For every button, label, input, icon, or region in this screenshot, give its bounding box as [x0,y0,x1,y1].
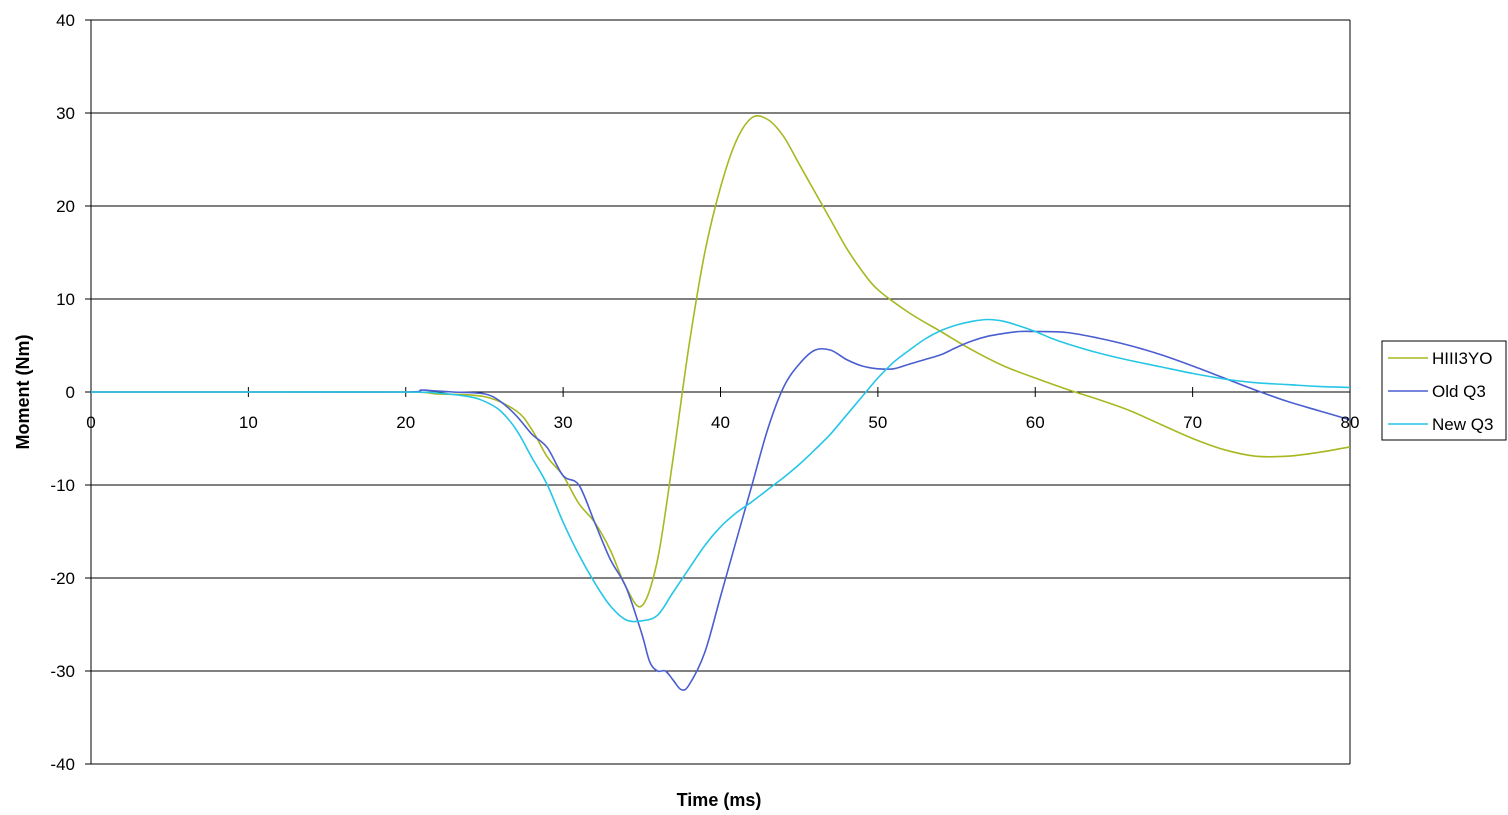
y-tick-label: 30 [56,104,75,123]
x-tick-label: 0 [86,413,95,432]
legend: HIII3YO Old Q3 New Q3 [1381,340,1507,441]
y-tick-label: -10 [50,476,75,495]
y-tick-label: -30 [50,662,75,681]
legend-label-new-q3: New Q3 [1432,415,1493,434]
y-tick-label: -20 [50,569,75,588]
tick-labels: 40 30 20 10 0 -10 -20 -30 -40 0 10 20 30 40 50 60 70 80 [50,11,1359,774]
y-tick-label: 0 [66,383,75,402]
y-tick-label: -40 [50,755,75,774]
x-tick-label: 40 [711,413,730,432]
y-tick-label: 20 [56,197,75,216]
series-line-hiii3yo [91,115,1351,608]
x-tick-label: 60 [1026,413,1045,432]
y-axis-title: Moment (Nm) [13,335,33,450]
y-tick-label: 40 [56,11,75,30]
x-tick-label: 20 [396,413,415,432]
series-line-new-q3 [91,318,1351,623]
x-tick-label: 50 [868,413,887,432]
legend-label-old-q3: Old Q3 [1432,382,1486,401]
legend-label-hiii3yo: HIII3YO [1432,349,1492,368]
series-line-old-q3 [91,330,1351,691]
x-tick-label: 80 [1341,413,1360,432]
axes [85,19,1351,765]
x-axis-title: Time (ms) [677,790,762,810]
x-tick-label: 30 [554,413,573,432]
series-lines [91,115,1351,691]
x-tick-label: 70 [1183,413,1202,432]
x-tick-label: 10 [239,413,258,432]
y-tick-label: 10 [56,290,75,309]
